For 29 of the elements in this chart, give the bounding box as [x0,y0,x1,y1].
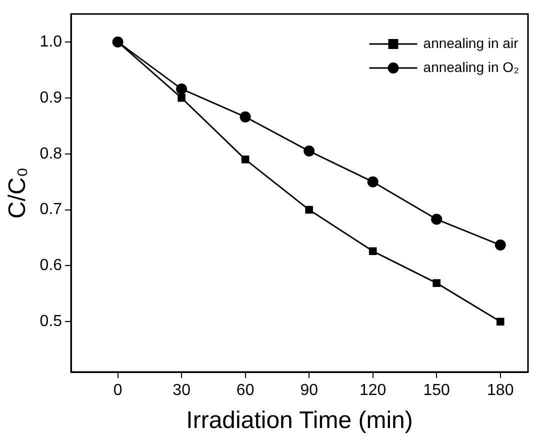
x-tick-label: 90 [300,382,318,400]
point [432,279,440,287]
legend-label: annealing in O₂ [423,58,520,75]
point [304,146,315,157]
point [367,176,378,188]
point [494,240,506,251]
y-tick-label: 1.0 [40,33,62,50]
y-tick-label: 0.6 [40,257,62,274]
y-tick-label: 0.5 [40,313,62,330]
y-tick-label: 0.9 [40,89,62,106]
point [368,247,377,256]
point [241,156,250,164]
point [305,206,313,214]
x-tick-label: 60 [236,382,254,400]
y-tick-label: 0.7 [40,201,62,218]
legend-label: annealing in air [423,34,519,51]
point [496,318,504,326]
x-axis-title: Irradiation Time (min) [186,407,413,434]
y-tick-label: 0.8 [40,145,62,162]
x-tick-label: 30 [172,382,191,400]
x-tick-label: 150 [423,382,450,400]
point [431,214,442,225]
x-tick-label: 120 [359,382,386,400]
x-tick-label: 180 [487,382,514,400]
point [240,111,251,122]
x-tick-label: 0 [113,382,122,400]
point [178,94,186,102]
y-axis-title: C/C₀ [4,167,32,219]
point [176,83,188,94]
